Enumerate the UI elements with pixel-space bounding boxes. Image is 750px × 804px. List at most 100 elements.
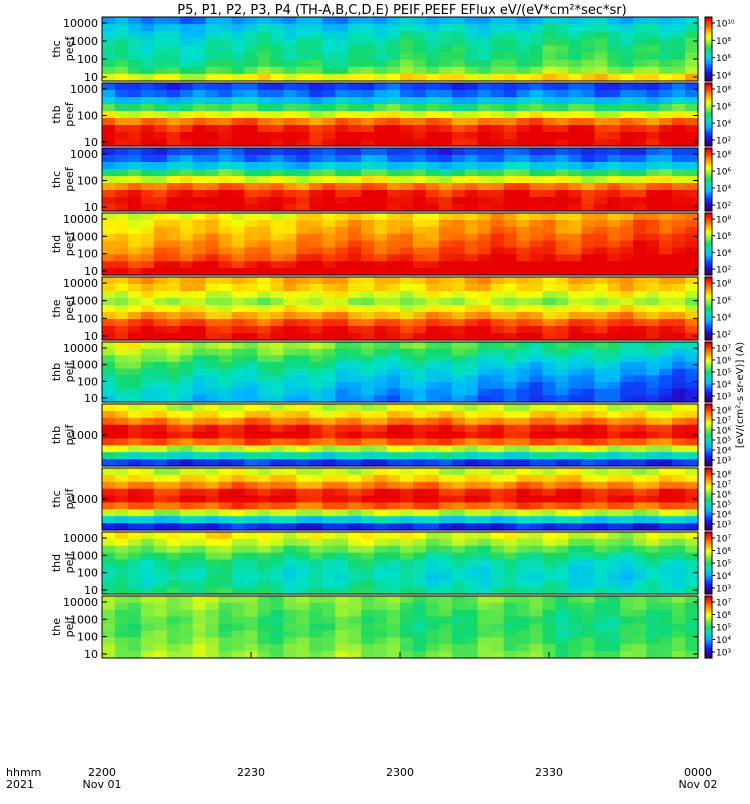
heatmap-cell [127, 226, 142, 235]
heatmap-cell [335, 532, 349, 540]
colorbar-swatch [705, 441, 712, 444]
heatmap-cell [646, 348, 660, 356]
heatmap-cell [322, 438, 336, 446]
heatmap-cell [581, 104, 595, 112]
heatmap-cell [620, 424, 634, 433]
heatmap-cell [400, 644, 414, 652]
heatmap-cell [490, 459, 505, 467]
heatmap-cell [685, 139, 699, 147]
heatmap-cell [659, 452, 673, 460]
heatmap-cell [685, 532, 699, 540]
heatmap-cell [620, 226, 634, 235]
heatmap-cell [114, 630, 129, 638]
heatmap-cell [205, 538, 220, 547]
heatmap-cell [283, 291, 297, 299]
heatmap-cell [179, 559, 194, 568]
heatmap-cell [425, 362, 440, 370]
heatmap-cell [516, 431, 531, 440]
heatmap-cell [464, 382, 479, 390]
heatmap-cell [581, 298, 595, 306]
colorbar-swatch [705, 612, 712, 616]
heatmap-cell [516, 305, 531, 313]
heatmap-cell [633, 291, 647, 299]
heatmap-cell [231, 162, 246, 170]
heatmap-cell [257, 375, 272, 383]
heatmap-cell [322, 362, 336, 370]
heatmap-cell [412, 452, 427, 460]
heatmap-cell [555, 495, 570, 504]
heatmap-cell [231, 388, 246, 396]
heatmap-cell [205, 298, 220, 306]
heatmap-cell [309, 602, 323, 611]
heatmap-cell [607, 111, 621, 119]
heatmap-cell [114, 417, 129, 426]
heatmap-cell [529, 319, 544, 327]
colorbar-swatch [705, 213, 712, 216]
heatmap-cell [555, 509, 570, 517]
heatmap-cell [114, 538, 129, 547]
heatmap-cell [646, 342, 660, 350]
heatmap-cell [179, 532, 194, 540]
heatmap-cell [244, 488, 259, 497]
colorbar-swatch [705, 542, 712, 545]
heatmap-cell [218, 83, 233, 91]
heatmap-cell [153, 38, 168, 47]
heatmap-cell [153, 502, 168, 510]
heatmap-cell [140, 226, 155, 235]
heatmap-cell [309, 204, 323, 212]
heatmap-cell [322, 602, 336, 611]
colorbar-swatch [705, 49, 712, 52]
heatmap-cell [451, 424, 466, 433]
heatmap-cell [542, 52, 557, 61]
heatmap-cell [218, 644, 233, 652]
heatmap-cell [490, 532, 505, 540]
heatmap-cell [218, 596, 233, 604]
heatmap-cell [516, 596, 531, 604]
heatmap-cell [192, 410, 207, 419]
heatmap-cell [620, 254, 634, 262]
heatmap-cell [464, 38, 479, 47]
heatmap-cell [503, 481, 518, 490]
heatmap-cell [516, 445, 531, 453]
heatmap-cell [516, 495, 531, 504]
colorbar-swatch [705, 114, 712, 118]
colorbar-tick-label: 10³ [716, 393, 731, 403]
heatmap-cell [620, 52, 634, 61]
heatmap-cell [322, 326, 336, 334]
heatmap-cell [140, 474, 155, 483]
heatmap-cell [685, 382, 699, 390]
heatmap-cell [685, 17, 699, 25]
heatmap-cell [179, 566, 194, 574]
heatmap-cell [620, 111, 634, 119]
heatmap-cell [503, 148, 518, 156]
heatmap-cell [646, 17, 660, 25]
heatmap-cell [244, 176, 259, 184]
heatmap-cell [477, 362, 492, 370]
heatmap-cell [594, 474, 608, 483]
heatmap-cell [438, 169, 453, 177]
heatmap-cell [646, 404, 660, 412]
y-tick-label: 10000 [63, 342, 98, 355]
heatmap-cell [555, 247, 570, 255]
heatmap-cell [685, 375, 699, 383]
heatmap-cell [361, 552, 375, 561]
heatmap-cell [659, 348, 673, 356]
heatmap-cell [568, 97, 582, 105]
heatmap-cell [490, 362, 505, 370]
heatmap-cell [283, 333, 297, 341]
heatmap-cell [361, 609, 375, 618]
heatmap-cell [516, 644, 531, 652]
heatmap-cell [685, 66, 699, 75]
colorbar-swatch [705, 496, 712, 500]
heatmap-cell [361, 305, 375, 313]
heatmap-cell [646, 261, 660, 269]
heatmap-cell [685, 176, 699, 184]
heatmap-cell [374, 305, 388, 313]
heatmap-cell [348, 24, 362, 32]
heatmap-cell [425, 438, 440, 446]
heatmap-cell [374, 474, 388, 483]
heatmap-cell [503, 104, 518, 112]
colorbar-swatch [705, 437, 712, 440]
heatmap-cell [425, 417, 440, 426]
